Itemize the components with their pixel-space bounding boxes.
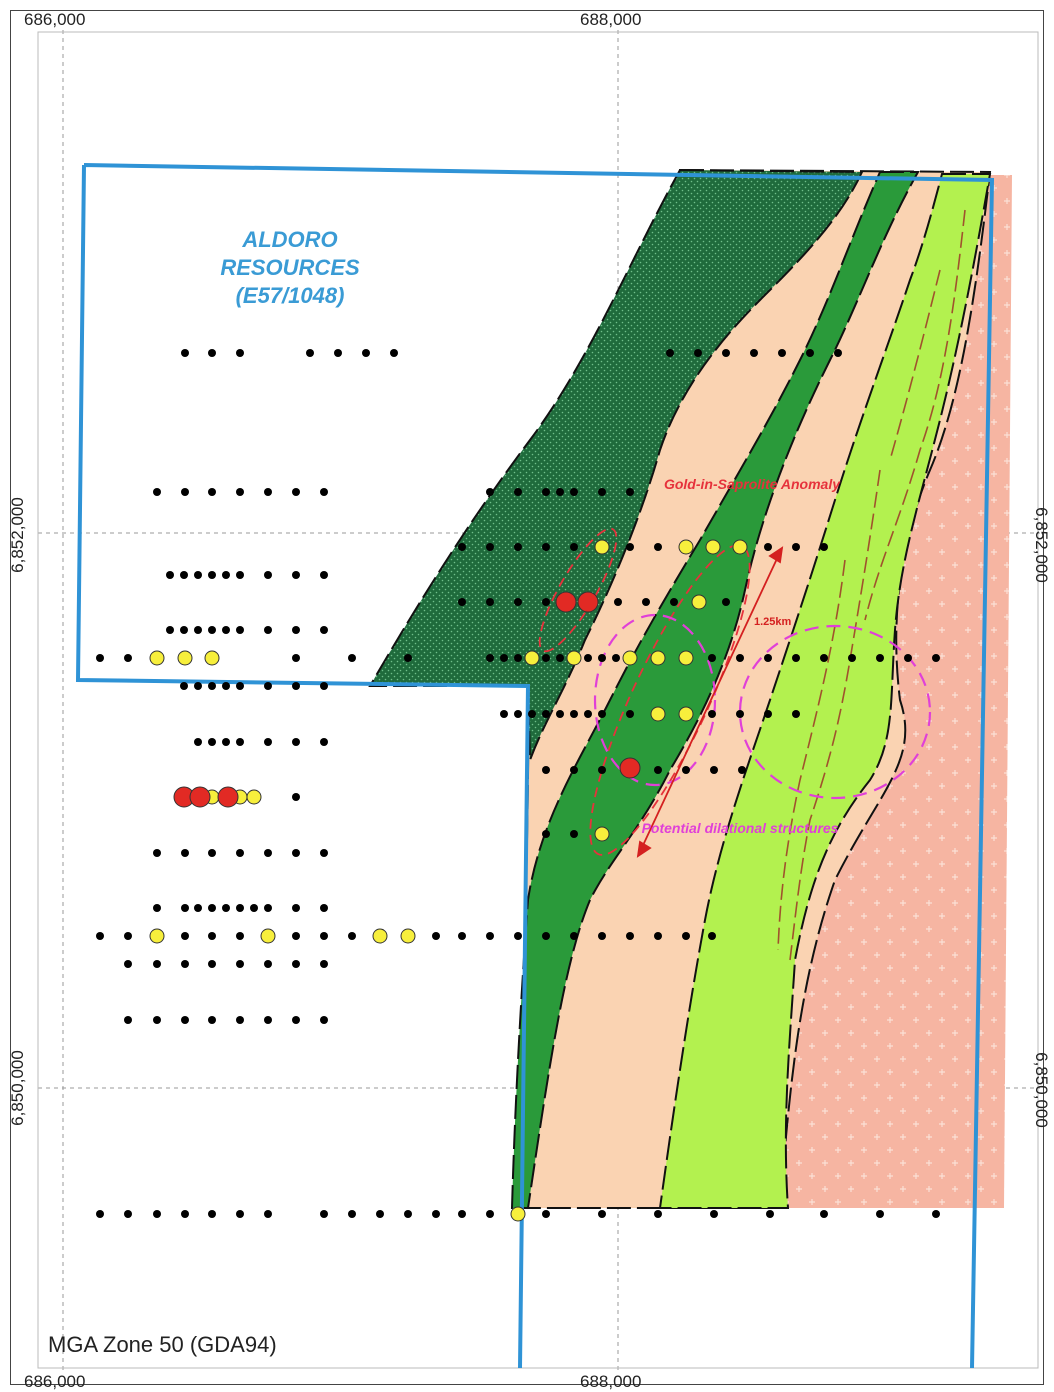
dilational-annotation: Potential dilational structures [641, 820, 839, 836]
geology-units [368, 168, 1012, 1209]
anomaly-outlines [538, 527, 932, 856]
northing-label-left-lower: 6,850,000 [7, 1050, 27, 1126]
northing-label-right-lower: 6,850,000 [1031, 1052, 1051, 1128]
green-unit-central [510, 171, 920, 1209]
tenement-boundary[interactable] [75, 163, 995, 1369]
map-inner-border [37, 31, 1039, 1369]
map-frame [10, 10, 1044, 1385]
distance-arrow [636, 546, 784, 858]
easting-label-bottom-mid: 688,000 [580, 1372, 642, 1391]
tenement-name-line3: (E57/1048) [235, 283, 345, 308]
tenement-name-line2: RESOURCES [220, 255, 360, 280]
northing-label-left-upper: 6,852,000 [7, 497, 27, 573]
granite-unit [770, 175, 1012, 1208]
drillholes-black[interactable] [96, 349, 940, 1218]
tenement-name-line1: ALDORO [242, 227, 338, 252]
stippled-green-unit [368, 168, 864, 761]
easting-label-bottom-left: 686,000 [24, 1372, 86, 1391]
light-green-unit [658, 173, 992, 1209]
northing-label-right-upper: 6,852,000 [1031, 507, 1051, 583]
easting-label-top-mid: 688,000 [580, 10, 642, 29]
easting-label-top-left: 686,000 [24, 10, 86, 29]
tenement-label: ALDORO RESOURCES (E57/1048) [190, 226, 390, 310]
structural-traces [777, 209, 966, 961]
drillholes-red[interactable] [173, 591, 641, 808]
distance-annotation: 1.25km [754, 616, 792, 628]
projection-label: MGA Zone 50 (GDA94) [48, 1332, 277, 1357]
anomaly-annotation: Gold-in-Saprolite Anomaly [663, 476, 841, 492]
